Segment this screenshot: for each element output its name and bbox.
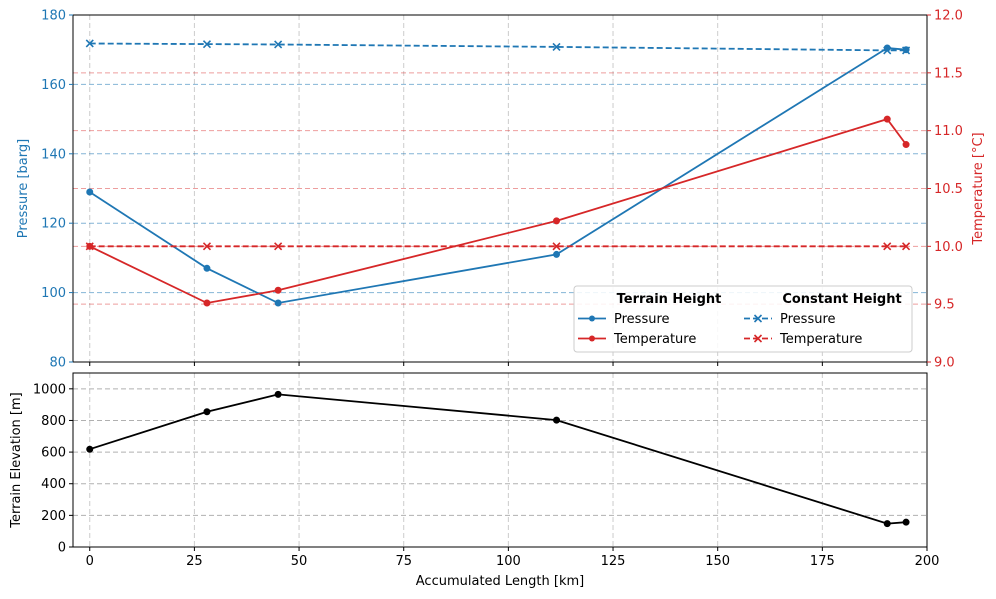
- elevation-point: [203, 408, 211, 416]
- x-tick-label: 200: [915, 554, 940, 569]
- temperature-tick-label: 9.0: [934, 356, 955, 371]
- elevation-line: [89, 393, 907, 525]
- x-tick-label: 100: [496, 554, 521, 569]
- temperature-tick-label: 10.0: [934, 240, 963, 255]
- x-tick-label: 25: [186, 554, 203, 569]
- temperature-tick-label: 11.5: [934, 66, 963, 81]
- terrain-pressure-point: [274, 299, 282, 307]
- elevation-tick-label: 600: [41, 446, 66, 461]
- pressure-tick-label: 100: [41, 286, 66, 301]
- terrain-pressure-point: [203, 264, 211, 272]
- legend-label-constant-temperature: Temperature: [779, 332, 862, 347]
- pressure-axis-label: Pressure [barg]: [16, 139, 31, 238]
- legend-symbol-terrain-temperature: [578, 335, 606, 342]
- constant-pressure-point: [202, 40, 212, 49]
- constant-pressure-point: [883, 46, 892, 55]
- x-tick-label: 150: [705, 554, 730, 569]
- legend-symbol-constant-temperature: [744, 334, 772, 343]
- terrain-temperature-point: [203, 299, 211, 307]
- elevation-tick-label: 200: [41, 509, 66, 524]
- elevation-tick-label: 0: [58, 541, 66, 556]
- legend-group-constant-height: Constant Height: [782, 292, 901, 307]
- constant-temperature-point: [274, 242, 283, 251]
- elevation-point: [553, 416, 561, 424]
- terrain-temperature-point: [883, 115, 891, 123]
- bottom-grid: [73, 373, 928, 547]
- pressure-tick-label: 80: [49, 356, 66, 371]
- legend: Terrain Height Constant Height Pressure …: [573, 285, 913, 353]
- elevation-tick-label: 800: [41, 414, 66, 429]
- legend-label-constant-pressure: Pressure: [780, 312, 836, 327]
- terrain-temperature-point: [902, 141, 910, 149]
- x-tick-label: 75: [395, 554, 412, 569]
- constant-pressure-line: [89, 42, 907, 52]
- terrain-pressure-point: [86, 188, 94, 196]
- top-plot-series: [85, 39, 911, 307]
- terrain-temperature-point: [274, 286, 282, 294]
- terrain-temperature-line: [89, 118, 907, 304]
- legend-box: [573, 285, 913, 353]
- elevation-point: [274, 390, 282, 398]
- x-tick-label: 125: [601, 554, 626, 569]
- terrain-temperature-point: [553, 217, 561, 225]
- legend-symbol-constant-pressure: [744, 314, 772, 323]
- temperature-tick-label: 11.0: [934, 124, 963, 139]
- pressure-tick-label: 120: [41, 217, 66, 232]
- x-tick-label: 0: [86, 554, 94, 569]
- elevation-point: [86, 445, 94, 453]
- elevation-point: [883, 520, 891, 528]
- constant-temperature-point: [552, 242, 561, 251]
- elevation-point: [902, 518, 910, 526]
- temperature-tick-label: 9.5: [934, 298, 955, 313]
- pressure-tick-label: 160: [41, 78, 66, 93]
- temperature-tick-label: 12.0: [934, 9, 963, 24]
- x-tick-label: 175: [810, 554, 835, 569]
- x-axis-label: Accumulated Length [km]: [416, 574, 584, 589]
- legend-symbol-terrain-pressure: [578, 315, 606, 322]
- elevation-tick-label: 400: [41, 477, 66, 492]
- bottom-plot-series: [86, 390, 910, 528]
- constant-temperature-point: [902, 242, 911, 251]
- terrain-pressure-point: [553, 250, 561, 258]
- constant-temperature-point: [883, 242, 892, 251]
- constant-pressure-point: [552, 42, 561, 51]
- temperature-axis-label: Temperature [°C]: [971, 132, 986, 245]
- legend-label-terrain-pressure: Pressure: [614, 312, 670, 327]
- bottom-plot-frame: [72, 372, 928, 548]
- bottom-axis-ticks: 0 25 50 75 100 125 150 175 200 0 200 400 600 800 1000: [33, 382, 940, 569]
- x-tick-label: 50: [291, 554, 308, 569]
- constant-temperature-point: [85, 242, 94, 251]
- pressure-tick-label: 180: [41, 9, 66, 24]
- constant-pressure-point: [274, 40, 283, 49]
- constant-pressure-point: [902, 46, 911, 55]
- elevation-axis-label: Terrain Elevation [m]: [9, 392, 24, 528]
- top-axis-ticks: 80 100 120 140 160 180 9.0 9.5 10.0 10.5 11.0 11.5 1…: [41, 9, 963, 371]
- elevation-tick-label: 1000: [33, 382, 66, 397]
- pressure-tick-label: 140: [41, 147, 66, 162]
- constant-temperature-point: [202, 242, 212, 251]
- legend-label-terrain-temperature: Temperature: [613, 332, 696, 347]
- legend-group-terrain-height: Terrain Height: [617, 292, 722, 307]
- constant-pressure-point: [85, 39, 94, 48]
- temperature-tick-label: 10.5: [934, 182, 963, 197]
- terrain-pressure-line: [89, 47, 907, 304]
